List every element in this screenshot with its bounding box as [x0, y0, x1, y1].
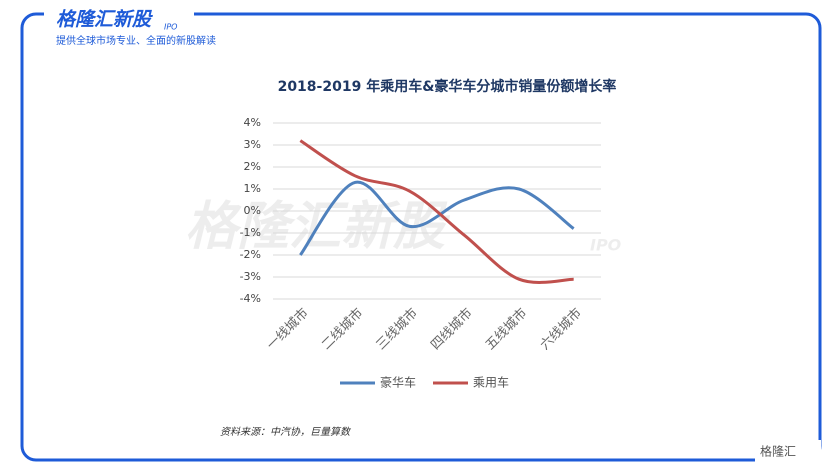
frame: [20, 12, 822, 462]
y-tick-label: -3%: [240, 270, 261, 283]
legend-label: 乘用车: [473, 375, 509, 390]
y-tick-label: -1%: [240, 226, 261, 239]
y-tick-label: 2%: [244, 160, 261, 173]
x-tick-label: 六线城市: [537, 305, 585, 353]
badge: 格隆汇: [760, 444, 796, 459]
x-tick-label: 二线城市: [318, 305, 366, 353]
chart-title: 2018-2019 年乘用车&豪华车分城市销量份额增长率: [278, 78, 617, 95]
series-line: [299, 139, 574, 284]
y-tick-label: 0%: [244, 204, 261, 217]
watermark-tag: IPO: [590, 236, 622, 255]
header-bg: [44, 4, 194, 46]
y-tick-label: -4%: [240, 292, 261, 305]
legend-label: 豪华车: [380, 375, 416, 390]
slogan: 提供全球市场专业、全面的新股解读: [56, 34, 216, 47]
x-tick-label: 一线城市: [264, 305, 312, 353]
x-tick-label: 五线城市: [482, 305, 530, 353]
badge-bg: [755, 440, 821, 464]
source: 资料来源：中汽协，巨量算数: [220, 426, 352, 438]
series-line: [299, 180, 575, 256]
x-tick-label: 三线城市: [373, 305, 421, 353]
y-tick-label: -2%: [240, 248, 261, 261]
y-tick-label: 4%: [244, 116, 261, 129]
logo-tag: IPO: [164, 23, 177, 32]
y-tick-label: 3%: [244, 138, 261, 151]
y-tick-label: 1%: [244, 182, 261, 195]
logo: 格隆汇新股: [56, 9, 153, 31]
x-tick-label: 四线城市: [428, 305, 476, 353]
